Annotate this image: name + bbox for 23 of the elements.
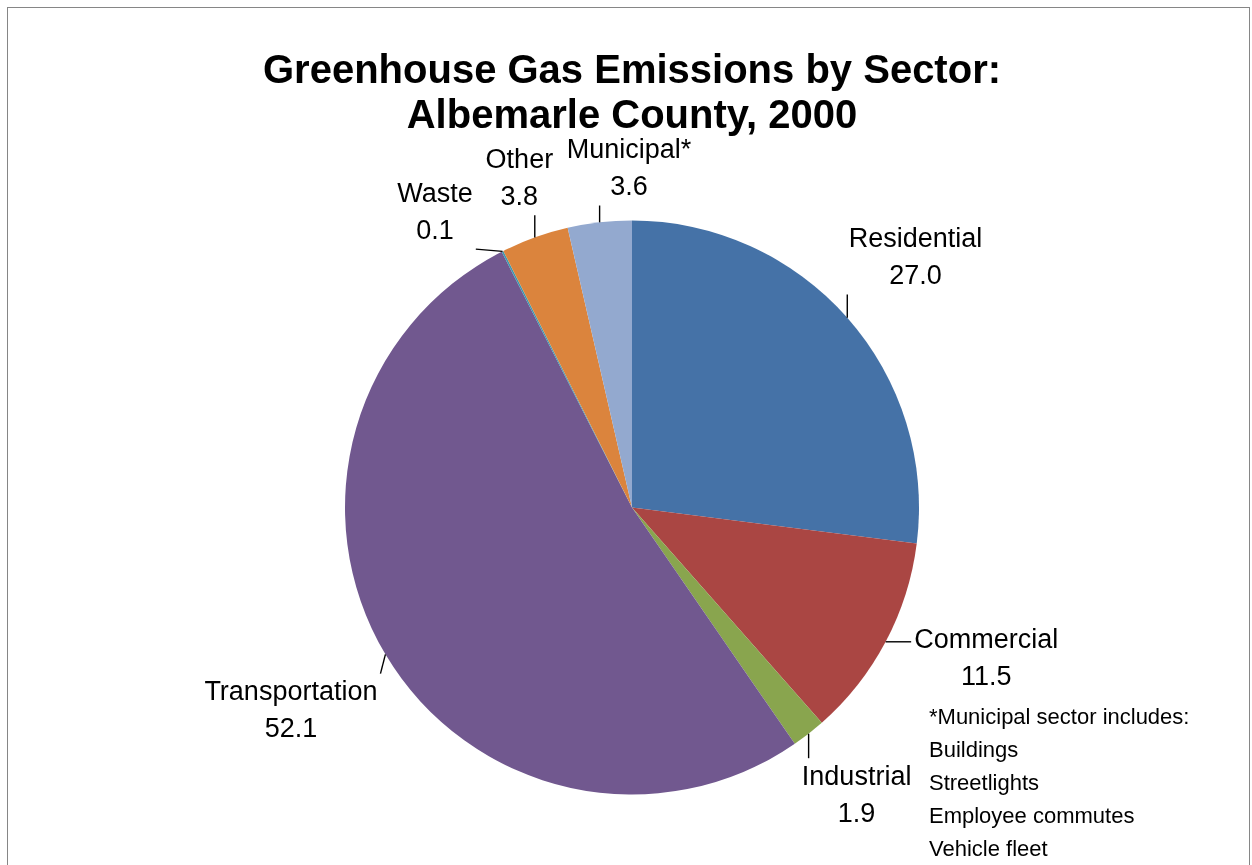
- slice-label: Municipal*: [566, 134, 692, 165]
- text: Buildings: [929, 737, 1019, 762]
- data-label: 11.5: [960, 660, 1012, 691]
- slice-label: Industrial: [801, 760, 912, 791]
- slice-label: Residential: [848, 223, 983, 254]
- pie-slice: [632, 507, 917, 723]
- data-label: 0.1: [416, 214, 454, 245]
- pie-slice: [567, 220, 632, 508]
- data-label: 27.0: [889, 260, 942, 291]
- chart-title: Greenhouse Gas Emissions by Sector: Albemarle County, 2000: [262, 47, 1002, 137]
- slice-label: Transportation: [204, 676, 378, 707]
- slice-label: Waste: [397, 177, 473, 208]
- data-label: 3.8: [500, 180, 539, 211]
- slice-label: Other: [485, 143, 554, 174]
- slice-label: Commercial: [914, 623, 1059, 654]
- text: Streetlights: [929, 770, 1040, 795]
- pie-slice: [632, 507, 822, 744]
- text: Employee commutes: [929, 803, 1135, 828]
- data-label: 1.9: [837, 797, 876, 828]
- data-label: 3.6: [610, 171, 648, 202]
- text: *Municipal sector includes:: [929, 704, 1190, 729]
- text: Vehicle fleet: [929, 836, 1048, 861]
- data-label: 52.1: [264, 713, 318, 744]
